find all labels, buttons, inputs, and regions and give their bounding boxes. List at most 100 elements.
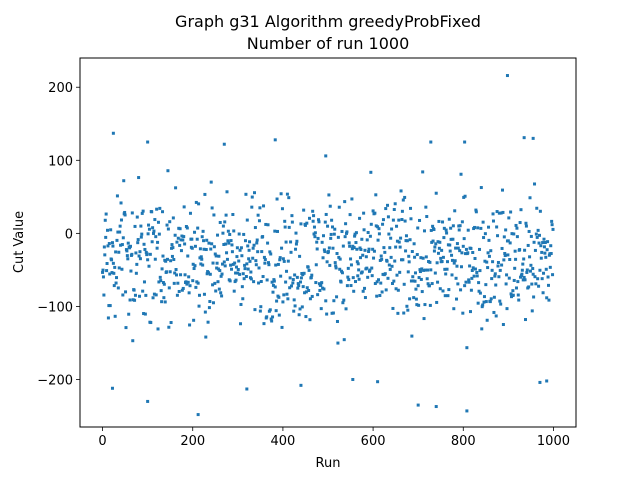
data-point <box>534 282 538 286</box>
data-point <box>451 224 455 228</box>
data-point <box>473 267 477 271</box>
data-point <box>151 296 155 300</box>
data-point <box>236 268 240 272</box>
data-point <box>238 272 242 276</box>
data-point <box>360 237 364 241</box>
data-point <box>374 193 378 197</box>
data-point <box>404 249 408 253</box>
data-point <box>417 276 421 280</box>
data-point <box>455 264 459 268</box>
data-point <box>281 300 285 304</box>
data-point <box>349 263 353 267</box>
data-point <box>324 299 328 303</box>
data-point <box>222 242 226 246</box>
data-point <box>330 218 334 222</box>
data-point <box>220 262 224 266</box>
data-point <box>387 263 391 267</box>
data-point <box>224 213 228 217</box>
data-point <box>202 247 206 251</box>
data-point <box>445 267 449 271</box>
data-point <box>104 212 108 216</box>
data-point <box>276 262 280 266</box>
data-point <box>295 239 299 243</box>
data-point <box>282 259 286 263</box>
data-point <box>441 220 445 224</box>
x-tick-label: 400 <box>270 434 295 449</box>
data-point <box>455 297 459 301</box>
data-point <box>161 254 165 258</box>
data-point <box>461 311 465 315</box>
data-point <box>523 278 527 282</box>
data-point <box>316 236 320 240</box>
data-point <box>531 272 535 276</box>
data-point <box>299 276 303 280</box>
data-point <box>347 278 351 282</box>
data-point <box>525 268 529 272</box>
data-point <box>237 232 241 236</box>
data-point <box>372 256 376 260</box>
data-point <box>231 213 235 216</box>
data-point <box>350 247 354 251</box>
data-point <box>159 289 163 293</box>
data-point <box>402 282 406 286</box>
data-point <box>368 234 372 238</box>
data-point <box>427 284 431 288</box>
data-point <box>460 251 464 255</box>
data-point <box>172 258 176 262</box>
data-point <box>482 236 486 240</box>
data-point <box>414 287 418 291</box>
data-point <box>436 240 440 244</box>
x-tick-label: 200 <box>180 434 205 449</box>
data-point <box>155 246 159 250</box>
data-point <box>539 256 543 260</box>
data-point <box>209 247 213 251</box>
data-point <box>190 246 194 250</box>
data-point <box>459 172 463 176</box>
data-point <box>412 296 416 300</box>
data-point <box>396 288 400 292</box>
data-point <box>530 282 534 286</box>
data-point <box>419 277 423 281</box>
data-point <box>468 264 472 268</box>
data-point <box>331 246 335 250</box>
data-point <box>437 219 441 223</box>
data-point <box>327 246 331 250</box>
data-point <box>500 263 504 267</box>
data-point <box>331 225 335 229</box>
data-point <box>461 244 465 248</box>
data-point <box>294 242 298 246</box>
data-point <box>505 273 509 277</box>
data-point <box>495 210 499 214</box>
data-point <box>535 235 539 239</box>
data-point <box>456 246 460 250</box>
data-point <box>508 258 512 261</box>
data-point <box>546 275 550 279</box>
data-point <box>331 311 335 315</box>
data-point <box>364 255 368 259</box>
data-point <box>270 319 274 323</box>
data-point <box>288 276 292 280</box>
data-point <box>197 202 201 206</box>
data-point <box>321 256 325 260</box>
data-point <box>507 216 511 220</box>
data-point <box>178 243 182 247</box>
data-point <box>191 279 195 283</box>
data-point <box>265 278 269 282</box>
data-point <box>538 268 542 272</box>
data-point <box>448 249 452 253</box>
data-point <box>166 227 170 231</box>
data-point <box>406 270 410 274</box>
data-point <box>522 275 526 279</box>
data-point <box>329 232 333 236</box>
data-point <box>497 211 501 215</box>
data-point <box>495 225 499 229</box>
data-point <box>493 272 497 276</box>
data-point <box>366 230 370 234</box>
data-point <box>423 268 427 272</box>
data-point <box>357 277 361 281</box>
data-point <box>259 280 263 283</box>
data-point <box>463 140 467 144</box>
data-point <box>128 298 132 302</box>
data-point <box>248 240 252 244</box>
data-point <box>292 309 296 313</box>
